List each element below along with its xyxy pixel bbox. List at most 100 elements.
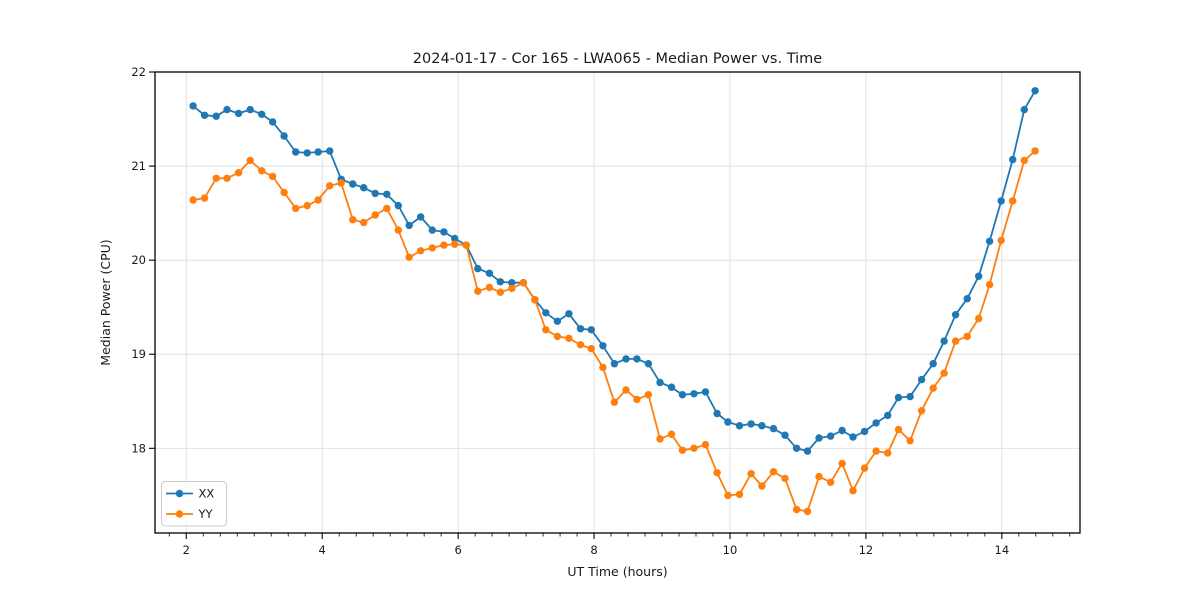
data-point-yy [462, 241, 470, 249]
data-point-xx [234, 109, 243, 118]
data-point-yy [1020, 156, 1028, 165]
data-point-xx [565, 310, 573, 318]
data-point-xx [428, 226, 436, 234]
data-point-yy [576, 341, 585, 349]
y-tick-label: 18 [131, 441, 146, 455]
legend-label: XX [199, 487, 215, 501]
data-point-yy [496, 288, 504, 296]
data-point-yy [997, 236, 1005, 245]
data-point-yy [553, 332, 562, 341]
data-point-xx [906, 392, 914, 401]
data-point-yy [894, 425, 903, 434]
data-point-xx [678, 391, 687, 399]
data-point-xx [758, 422, 766, 430]
data-point-yy [212, 174, 220, 182]
data-point-xx [508, 279, 516, 287]
tick-layer: 2 4 6 8 10 12 14 18 19 20 21 22 [131, 65, 1071, 557]
data-point-xx [872, 419, 880, 427]
x-tick-label: 14 [995, 543, 1010, 557]
x-tick-label: 12 [859, 543, 874, 557]
data-point-yy [223, 174, 231, 182]
data-point-yy [735, 490, 744, 499]
data-point-yy [292, 204, 300, 213]
data-point-xx [1031, 87, 1039, 95]
data-point-yy [508, 284, 516, 293]
data-point-xx [644, 360, 653, 368]
data-point-xx [735, 422, 744, 430]
data-point-yy [280, 188, 288, 197]
data-point-yy [428, 244, 436, 252]
data-point-yy [747, 470, 755, 478]
y-tick-label: 19 [131, 347, 146, 361]
data-point-yy [758, 482, 766, 490]
data-point-yy [826, 478, 835, 486]
data-point-xx [440, 228, 448, 236]
data-point-yy [394, 226, 402, 234]
data-point-yy [337, 179, 345, 187]
data-point-yy [610, 398, 619, 406]
data-point-xx [951, 311, 960, 319]
data-point-xx [849, 433, 857, 441]
data-point-yy [906, 437, 914, 445]
data-point-yy [724, 491, 732, 500]
data-point-xx [803, 447, 812, 455]
series-layer [189, 87, 1039, 516]
data-point-yy [360, 218, 368, 227]
data-point-xx [223, 105, 231, 114]
data-point-yy [417, 247, 425, 255]
y-tick-label: 22 [131, 65, 146, 79]
data-point-yy [303, 201, 311, 210]
data-point-xx [314, 148, 322, 156]
data-point-yy [268, 172, 277, 181]
data-point-xx [349, 180, 357, 188]
data-point-yy [587, 344, 595, 353]
data-point-xx [496, 278, 504, 286]
data-point-xx [212, 112, 220, 120]
data-point-xx [701, 388, 710, 396]
data-point-xx [724, 418, 732, 426]
data-point-xx [963, 295, 971, 303]
chart-title: 2024-01-17 - Cor 165 - LWA065 - Median P… [413, 51, 822, 67]
data-point-xx [417, 213, 425, 221]
legend-marker-sample [175, 510, 184, 518]
data-point-xx [747, 420, 755, 428]
data-point-yy [314, 196, 322, 204]
data-point-xx [371, 189, 379, 198]
data-point-yy [371, 211, 379, 219]
data-point-yy [667, 430, 676, 438]
data-point-xx [303, 149, 311, 157]
data-point-yy [985, 280, 994, 289]
data-point-yy [519, 279, 528, 287]
data-point-yy [451, 240, 459, 248]
data-point-xx [1020, 105, 1028, 114]
data-point-xx [405, 221, 413, 230]
data-point-xx [633, 355, 641, 363]
data-point-xx [667, 383, 676, 391]
data-point-xx [576, 325, 585, 333]
y-tick-label: 21 [131, 159, 146, 173]
data-point-xx [587, 326, 595, 334]
data-point-xx [485, 269, 494, 277]
data-point-yy [405, 253, 413, 261]
data-point-xx [838, 426, 846, 435]
data-point-yy [599, 363, 607, 372]
data-point-yy [884, 449, 892, 457]
data-point-xx [599, 342, 607, 350]
data-point-yy [189, 196, 197, 204]
x-tick-label: 4 [319, 543, 326, 557]
data-point-xx [917, 375, 926, 384]
data-point-xx [360, 184, 368, 192]
data-point-yy [349, 216, 357, 224]
legend-label: YY [198, 507, 214, 521]
x-tick-label: 6 [454, 543, 461, 557]
data-point-yy [485, 283, 494, 292]
data-point-yy [917, 407, 926, 415]
data-point-yy [701, 440, 710, 449]
data-point-yy [975, 314, 983, 323]
data-point-xx [268, 118, 277, 126]
grid-layer [155, 71, 1080, 533]
data-point-xx [1009, 155, 1017, 164]
data-point-yy [200, 194, 209, 202]
data-point-xx [815, 434, 823, 442]
